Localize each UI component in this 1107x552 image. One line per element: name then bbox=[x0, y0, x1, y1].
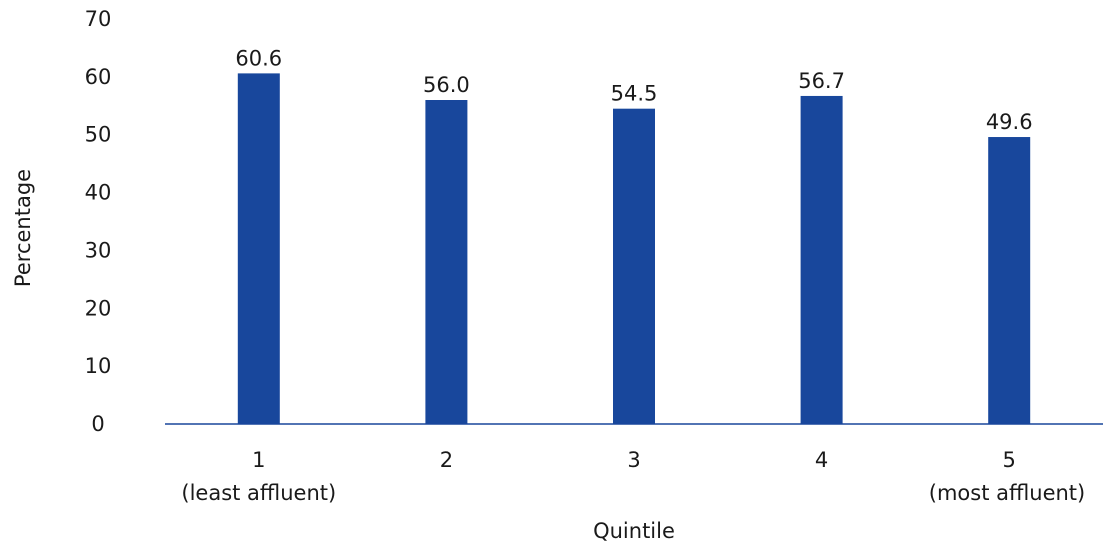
x-tick-label: 3 bbox=[627, 448, 640, 472]
bars bbox=[237, 73, 1031, 424]
y-tick-label: 50 bbox=[85, 123, 112, 147]
y-tick-label: 60 bbox=[85, 65, 112, 89]
x-axis-title: Quintile bbox=[593, 519, 675, 543]
x-axis-ticks: 1 (least affluent) 2 3 4 5 (most affluent) bbox=[181, 448, 1085, 505]
y-tick-label: 0 bbox=[91, 412, 104, 436]
x-tick-label: 2 bbox=[440, 448, 453, 472]
x-tick-sublabel: (least affluent) bbox=[181, 481, 336, 505]
y-tick-label: 20 bbox=[85, 296, 112, 320]
y-axis-title: Percentage bbox=[11, 169, 35, 287]
y-tick-label: 10 bbox=[85, 354, 112, 378]
x-tick-label: 4 bbox=[815, 448, 828, 472]
bar-value-label: 56.7 bbox=[798, 69, 845, 93]
bar bbox=[237, 73, 280, 424]
bar-value-label: 54.5 bbox=[611, 82, 658, 106]
y-tick-label: 70 bbox=[85, 7, 112, 31]
data-labels: 60.6 56.0 54.5 56.7 49.6 bbox=[235, 46, 1032, 134]
bar bbox=[800, 95, 843, 424]
bar-value-label: 49.6 bbox=[986, 110, 1033, 134]
x-tick-label: 1 bbox=[252, 448, 265, 472]
bar bbox=[613, 108, 655, 424]
y-tick-label: 30 bbox=[85, 238, 112, 262]
y-axis-ticks: 0 10 20 30 40 50 60 70 bbox=[85, 7, 112, 436]
x-tick-label: 5 bbox=[1003, 448, 1016, 472]
x-tick-sublabel: (most affluent) bbox=[929, 481, 1086, 505]
bar-value-label: 56.0 bbox=[423, 73, 470, 97]
bar bbox=[425, 100, 468, 424]
y-tick-label: 40 bbox=[85, 181, 112, 205]
bar bbox=[988, 137, 1031, 424]
bar-value-label: 60.6 bbox=[235, 46, 282, 70]
